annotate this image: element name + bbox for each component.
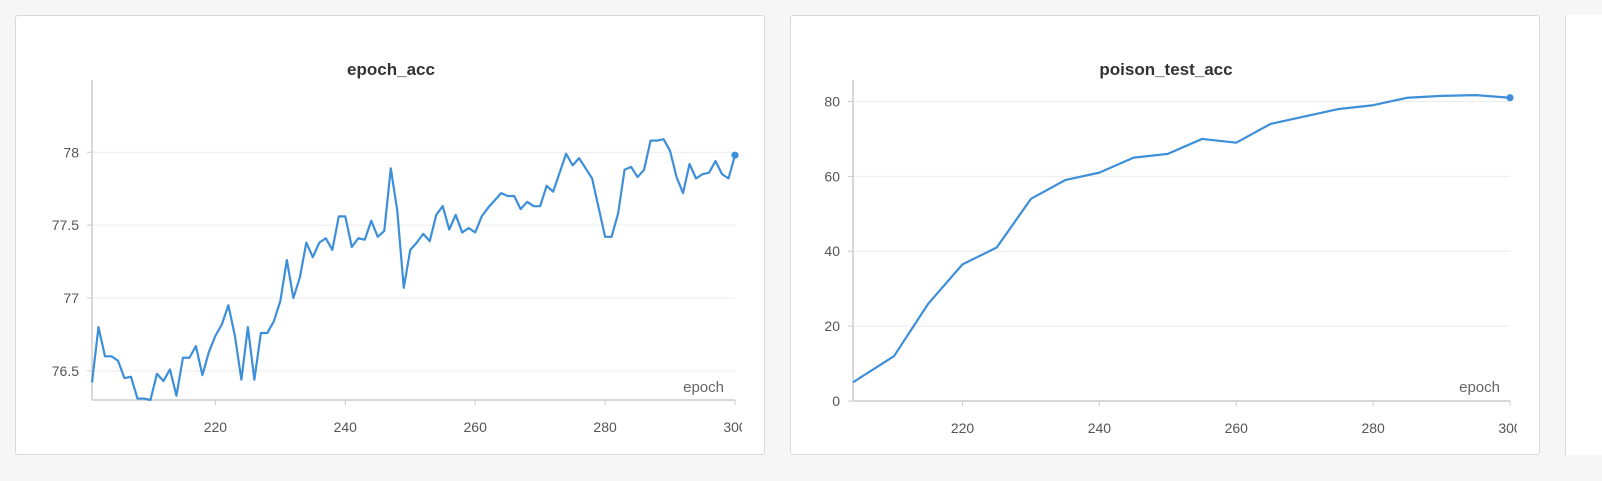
- series-line: [852, 94, 1511, 384]
- last-point-marker[interactable]: [1506, 94, 1514, 102]
- epoch-acc-chart: epoch_acc epoch 76.5 77 77.5 78 220 240 260 280…: [52, 60, 747, 435]
- x-axis-label: epoch: [1459, 379, 1500, 396]
- x-tick-label: 280: [593, 419, 617, 435]
- y-tick-label: 76.5: [52, 363, 79, 379]
- x-tick-label: 300: [1498, 420, 1522, 436]
- x-tick-label: 280: [1361, 420, 1385, 436]
- next-panel-edge: [1565, 15, 1602, 455]
- y-tick-label: 60: [824, 168, 840, 184]
- x-tick-label: 260: [464, 419, 488, 435]
- x-tick-label: 220: [204, 419, 228, 435]
- y-tick-label: 78: [63, 144, 79, 160]
- series-line: [90, 138, 737, 402]
- y-tick-label: 80: [824, 93, 840, 109]
- poison-test-acc-panel: poison_test_acc epoch 0 20 40 60 80 220 240 260…: [790, 15, 1540, 455]
- chart-title: poison_test_acc: [1099, 60, 1232, 79]
- poison-test-acc-chart: poison_test_acc epoch 0 20 40 60 80 220 240 260…: [824, 60, 1522, 436]
- last-point-marker[interactable]: [731, 151, 739, 159]
- x-tick-label: 260: [1225, 420, 1249, 436]
- y-tick-label: 77: [63, 290, 79, 306]
- y-tick-label: 20: [824, 318, 840, 334]
- y-tick-label: 0: [832, 393, 840, 409]
- x-tick-label: 240: [334, 419, 358, 435]
- x-tick-label: 300: [723, 419, 747, 435]
- y-tick-label: 40: [824, 243, 840, 259]
- y-tick-label: 77.5: [52, 217, 79, 233]
- epoch-acc-panel: epoch_acc epoch 76.5 77 77.5 78 220 240 260 280…: [15, 15, 765, 455]
- x-axis-label: epoch: [683, 379, 724, 396]
- x-tick-label: 240: [1088, 420, 1112, 436]
- chart-title: epoch_acc: [347, 60, 435, 79]
- x-tick-label: 220: [951, 420, 975, 436]
